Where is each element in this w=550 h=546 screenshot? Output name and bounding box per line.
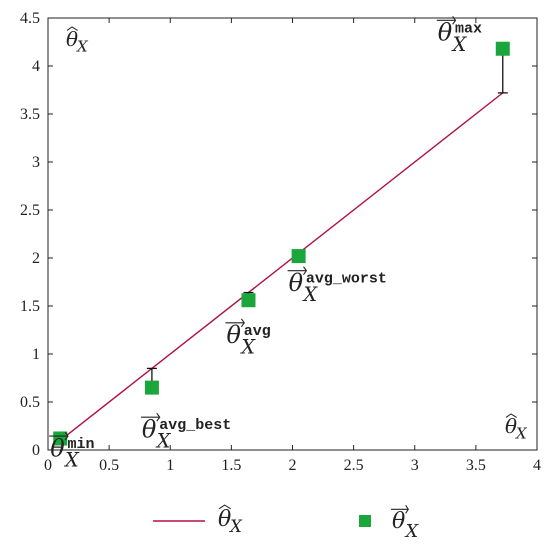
point-marker-avg-best <box>144 380 159 395</box>
point-marker-max <box>495 41 510 56</box>
series <box>53 41 510 446</box>
theta-glyph: θ <box>392 509 405 534</box>
hat-mark <box>66 26 78 31</box>
arrow-head <box>64 431 69 441</box>
superscript-label: min <box>68 436 95 453</box>
subscript-x: X <box>239 335 256 358</box>
subscript-x: X <box>451 33 468 56</box>
subscript-x: X <box>63 449 80 472</box>
legend-label-theta-hat: θX <box>218 504 243 536</box>
theta-glyph: θ <box>50 434 65 462</box>
arrow-head <box>156 412 161 422</box>
theta-glyph: θ <box>218 507 231 532</box>
theta-glyph: θ <box>226 321 241 349</box>
legend-marker-swatch <box>359 515 371 527</box>
theta-glyph: θ <box>66 27 78 51</box>
y-tick-label: 3.5 <box>20 106 40 123</box>
legend: θX θ X <box>153 504 420 542</box>
x-tick-label: 2.5 <box>344 457 364 474</box>
theta-glyph: θ <box>289 269 304 297</box>
x-tick-label: 3 <box>411 457 419 474</box>
theta-glyph: θ <box>505 414 517 438</box>
subscript-x: X <box>228 517 243 536</box>
point-marker-min <box>53 431 68 446</box>
x-tick-label: 2 <box>289 457 297 474</box>
annotation-bottom-right: θX <box>505 413 528 443</box>
subscript-x: X <box>76 38 89 56</box>
y-tick-label: 1.5 <box>20 298 40 315</box>
y-tick-label: 3 <box>32 154 40 171</box>
x-tick-label: 0.5 <box>99 457 119 474</box>
subscript-x: X <box>404 522 420 542</box>
hat-mark <box>505 413 517 418</box>
arrow-head <box>240 318 245 328</box>
hat-mark <box>218 504 232 510</box>
x-tick-label: 3.5 <box>466 457 486 474</box>
superscript-label: avg_worst <box>306 271 387 288</box>
point-marker-avg-worst <box>291 249 306 264</box>
subscript-x: X <box>515 425 528 443</box>
subscript-x: X <box>155 430 172 453</box>
plot-frame <box>47 17 538 451</box>
y-tick-label: 4 <box>32 58 40 75</box>
x-tick-label: 4 <box>533 457 541 474</box>
theta-glyph: θ <box>142 416 157 444</box>
arrow-head <box>405 504 409 514</box>
y-tick-label: 0 <box>32 442 40 459</box>
subscript-x: X <box>301 283 318 306</box>
y-tick-label: 4.5 <box>20 10 40 27</box>
y-tick-label: 0.5 <box>20 394 40 411</box>
line-theta-hat <box>59 92 504 441</box>
arrow-head <box>303 266 308 276</box>
axes: 0 0.5 1 1.5 2 2.5 3 3.5 4 0 0.5 1 1.5 2 2.5 3 3.5 4 4.5 <box>20 10 541 474</box>
x-tick-label: 1.5 <box>221 457 241 474</box>
y-tick-label: 2.5 <box>20 202 40 219</box>
y-tick-label: 1 <box>32 346 40 363</box>
theta-glyph: θ <box>438 19 453 47</box>
superscript-label: avg_best <box>159 417 231 434</box>
x-tick-label: 1 <box>166 457 174 474</box>
x-tick-label: 0 <box>44 457 52 474</box>
point-marker-avg <box>241 293 256 308</box>
superscript-label: max <box>455 20 482 37</box>
superscript-label: avg <box>244 323 271 340</box>
y-tick-label: 2 <box>32 250 40 267</box>
arrow-head <box>452 15 457 25</box>
annotation-top-left: θX <box>66 26 89 56</box>
